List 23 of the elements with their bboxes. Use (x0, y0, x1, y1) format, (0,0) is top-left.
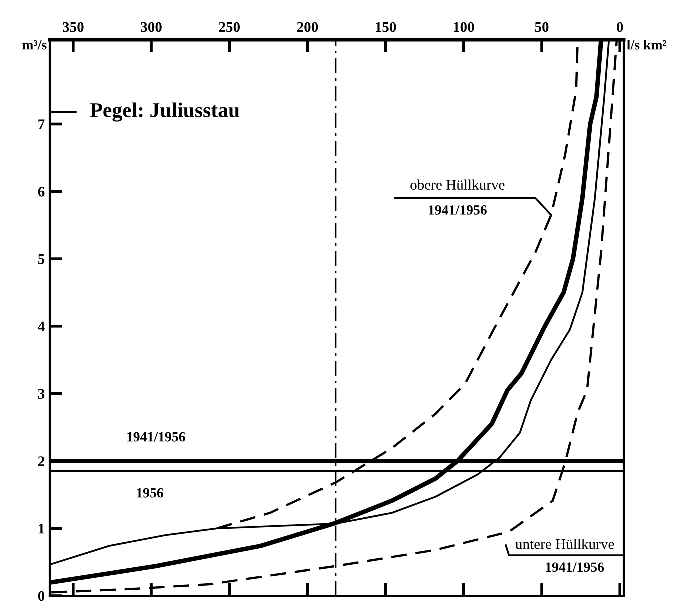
annotation: obere Hüllkurve 1941/1956 (410, 180, 505, 215)
y-tick-label: 5 (38, 254, 45, 264)
x-tick-label: 300 (141, 22, 162, 32)
x-tick-label: 200 (297, 22, 318, 32)
x-tick-label: 350 (63, 22, 84, 32)
y-tick-label: 2 (38, 456, 45, 466)
annotation: untere Hüllkurve 1941/1956 (516, 538, 614, 572)
x-tick-label: 50 (535, 22, 549, 32)
y-tick-label: 0 (38, 591, 45, 602)
y-tick-label: 1 (39, 524, 44, 534)
y-tick-label: 4 (38, 322, 45, 332)
y-tick-label: 6 (38, 187, 45, 197)
text: Pegel: Juliusstau (90, 102, 240, 122)
y-tick-label: 3 (38, 389, 45, 400)
x-axis-title: l/s km² (627, 40, 667, 50)
y-tick-label: 7 (38, 120, 45, 130)
x-tick-label: 0 (617, 22, 624, 32)
y-axis-title: m³/s (22, 40, 47, 50)
annotation: 1956 (137, 488, 164, 498)
x-tick-label: 150 (376, 22, 396, 32)
x-tick-label: 250 (219, 22, 240, 32)
x-tick-label: 100 (454, 22, 474, 32)
annotation: 1941/1956 (128, 432, 186, 442)
